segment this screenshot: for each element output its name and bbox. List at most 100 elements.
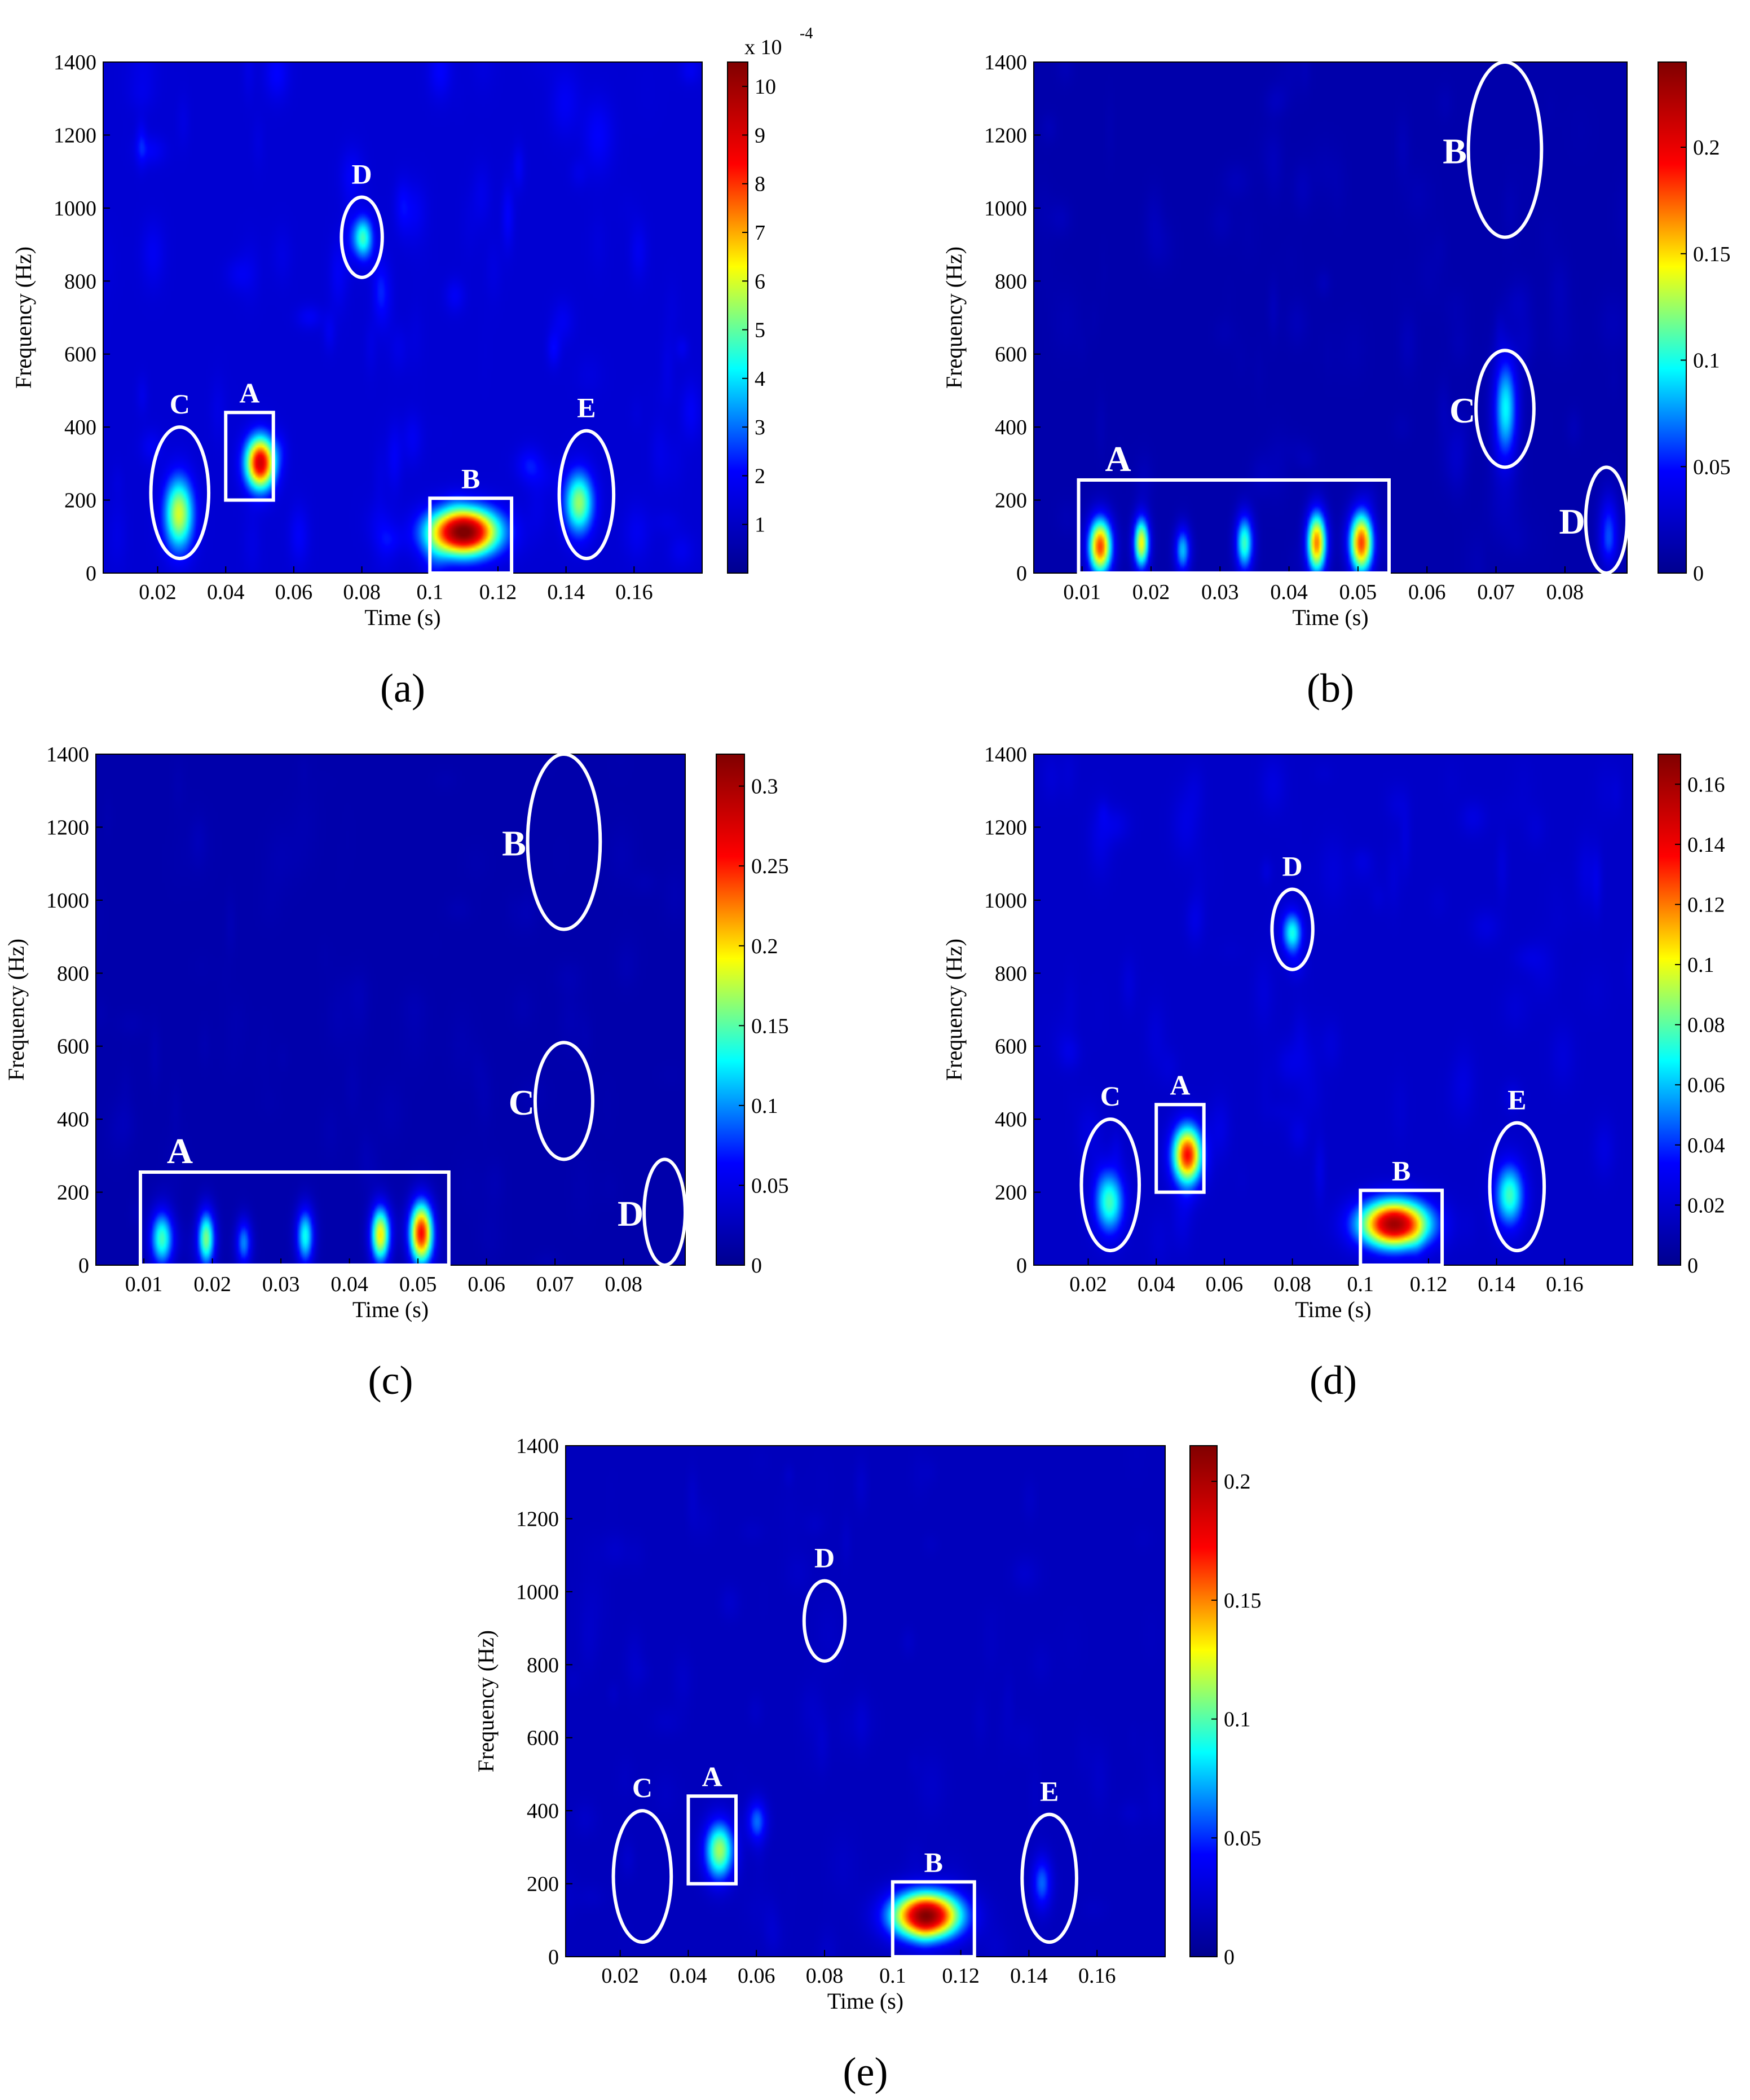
annotation-label-b: B [502, 823, 526, 863]
colorbar-tick-label: 0.15 [751, 1014, 789, 1038]
y-tick-label: 400 [995, 416, 1027, 439]
panel-c: 0.01 0.02 0.03 0.04 0.05 0.06 0.07 0.08 0 200 400 6… [3, 743, 789, 1403]
x-tick-label: 0.08 [806, 1964, 844, 1988]
colorbar-tick-label: 0.05 [1224, 1826, 1262, 1850]
panel-b: 0.01 0.02 0.03 0.04 0.05 0.06 0.07 0.08 0 200 400 6… [941, 51, 1731, 711]
y-tick-label: 800 [995, 270, 1027, 293]
x-tick-label: 0.07 [536, 1273, 574, 1296]
x-tick-label: 0.02 [139, 580, 177, 604]
panel-label: (a) [380, 666, 425, 711]
x-tick-label: 0.08 [605, 1273, 642, 1296]
colorbar-tick-label: 0.1 [1693, 349, 1720, 373]
annotation-ellipse-e [1488, 1121, 1546, 1253]
annotation-label-a: A [702, 1760, 722, 1792]
x-tick-label: 0.1 [417, 580, 444, 604]
x-tick-label: 0.06 [738, 1964, 775, 1988]
y-tick-label: 0 [78, 1254, 89, 1278]
colorbar-tick-label: 0.06 [1687, 1073, 1725, 1097]
x-tick-label: 0.08 [1273, 1273, 1311, 1296]
x-tick-label: 0.12 [479, 580, 517, 604]
y-axis-label: Frequency (Hz) [473, 1630, 499, 1772]
panel-a: 0.02 0.04 0.06 0.08 0.1 0.12 0.14 0.16 0 200 400 60… [11, 25, 813, 711]
y-axis-label: Frequency (Hz) [941, 939, 967, 1081]
annotation-box-b [1359, 1188, 1444, 1267]
colorbar-tick-label: 0.16 [1687, 773, 1725, 796]
annotation-label-e: E [1040, 1776, 1059, 1807]
x-tick-label: 0.02 [193, 1273, 231, 1296]
x-tick-label: 0.04 [330, 1273, 368, 1296]
annotation-label-e: E [577, 392, 596, 424]
y-tick-label: 1000 [984, 889, 1027, 913]
x-tick-label: 0.04 [1270, 580, 1308, 604]
x-tick-label: 0.04 [669, 1964, 707, 1988]
colorbar-tick-label: 0 [751, 1254, 762, 1278]
spectrogram-heatmap [103, 62, 702, 573]
y-tick-label: 400 [57, 1108, 89, 1132]
y-tick-label: 600 [57, 1035, 89, 1059]
colorbar-tick-label: 0.15 [1224, 1589, 1262, 1613]
y-tick-label: 400 [64, 416, 96, 439]
panel-label: (b) [1307, 666, 1354, 711]
colorbar-tick-label: 0.1 [1687, 953, 1714, 977]
x-tick-label: 0.01 [1063, 580, 1101, 604]
spectrogram-heatmap [96, 754, 685, 1265]
x-axis-label: Time (s) [1292, 605, 1368, 630]
annotation-ellipse-b [1466, 60, 1544, 239]
annotation-ellipse-c [533, 1041, 594, 1161]
y-tick-label: 400 [527, 1799, 559, 1823]
annotation-label-a: A [167, 1131, 193, 1171]
x-tick-label: 0.16 [615, 580, 653, 604]
colorbar-tick-label: 0.3 [751, 775, 778, 799]
colorbar [716, 754, 745, 1266]
annotation-label-c: C [170, 388, 190, 420]
colorbar-exponent: -4 [800, 25, 813, 42]
annotation-ellipse-d [1584, 465, 1629, 575]
y-tick-label: 1000 [54, 197, 96, 221]
annotation-box-b [891, 1880, 976, 1958]
plot-frame [103, 61, 703, 574]
colorbar-tick-label: 9 [755, 124, 765, 147]
colorbar [1658, 61, 1687, 574]
x-tick-label: 0.1 [879, 1964, 906, 1988]
colorbar-tick-label: 0.25 [751, 855, 789, 878]
y-tick-label: 800 [57, 962, 89, 985]
colorbar-tick-label: 10 [755, 75, 776, 99]
colorbar-tick-label: 0.1 [1224, 1708, 1251, 1732]
x-tick-label: 0.02 [601, 1964, 639, 1988]
colorbar-tick-label: 0 [1693, 562, 1704, 585]
y-tick-label: 1000 [984, 197, 1027, 221]
x-tick-label: 0.05 [399, 1273, 437, 1296]
x-axis-label: Time (s) [827, 1988, 903, 2014]
x-axis-label: Time (s) [364, 605, 440, 630]
annotation-label-b: B [1443, 131, 1467, 171]
annotation-ellipse-d [802, 1579, 847, 1663]
annotation-label-a: A [239, 377, 259, 408]
y-tick-label: 0 [1016, 1254, 1027, 1278]
annotation-label-e: E [1507, 1084, 1526, 1116]
y-tick-label: 200 [57, 1181, 89, 1205]
annotation-label-d: D [1282, 850, 1303, 882]
x-tick-label: 0.08 [1546, 580, 1584, 604]
y-tick-label: 1200 [984, 816, 1027, 839]
annotation-ellipse-c [1474, 349, 1536, 469]
y-tick-label: 600 [995, 343, 1027, 367]
colorbar-tick-label: 0.2 [751, 935, 778, 958]
y-tick-label: 800 [527, 1653, 559, 1677]
panel-label: (c) [368, 1358, 413, 1403]
plot-frame [1033, 754, 1633, 1266]
x-tick-label: 0.03 [1201, 580, 1239, 604]
colorbar-tick-label: 0.04 [1687, 1134, 1725, 1157]
y-tick-label: 0 [1016, 562, 1027, 585]
x-tick-label: 0.1 [1347, 1273, 1374, 1296]
y-axis-label: Frequency (Hz) [11, 246, 36, 389]
x-axis-label: Time (s) [352, 1297, 429, 1322]
y-tick-label: 1400 [516, 1434, 559, 1458]
x-tick-label: 0.14 [547, 580, 585, 604]
annotation-label-c: C [509, 1082, 535, 1122]
y-tick-label: 200 [64, 489, 96, 513]
colorbar-tick-label: 6 [755, 270, 765, 293]
y-tick-label: 800 [64, 270, 96, 293]
annotation-label-c: C [1100, 1080, 1121, 1112]
colorbar-tick-label: 1 [755, 513, 765, 537]
